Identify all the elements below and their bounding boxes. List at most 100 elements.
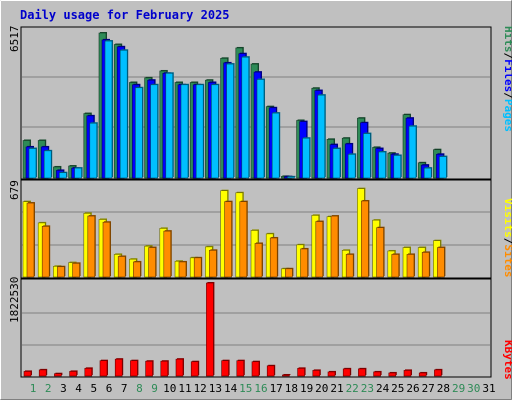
- day-label-20: 20: [315, 382, 328, 395]
- day-label-13: 13: [209, 382, 222, 395]
- traffic-bar-pages-day-2: [43, 150, 52, 179]
- kbytes-bar-kbytes-day-25: [388, 372, 397, 377]
- visitors-bar-sites-day-28: [437, 247, 445, 278]
- visitors-bar-sites-day-6: [102, 221, 111, 278]
- traffic-legend: Hits/Files/Pages: [502, 26, 512, 132]
- chart-title: Daily usage for February 2025: [20, 8, 230, 22]
- kbytes-bar-kbytes-day-22: [342, 368, 351, 377]
- visitors-bar-sites-day-15: [239, 201, 248, 278]
- visitors-bar-sites-day-26: [406, 254, 415, 278]
- legend-sep-2: /: [502, 92, 512, 99]
- kbytes-bar-kbytes-day-17: [266, 365, 275, 377]
- legend-files: Files: [502, 59, 512, 92]
- kbytes-bar-kbytes-day-10: [160, 360, 169, 377]
- traffic-bar-pages-day-27: [423, 167, 432, 179]
- day-label-16: 16: [254, 382, 267, 395]
- day-label-27: 27: [422, 382, 435, 395]
- kbytes-bar-kbytes-day-5: [84, 368, 93, 377]
- kbytes-bar-kbytes-day-2: [38, 369, 47, 377]
- kbytes-bar-kbytes-day-20: [312, 370, 321, 377]
- kbytes-bar-kbytes-day-7: [114, 358, 123, 377]
- kbytes-max-label: 1822530: [8, 277, 21, 323]
- svg-text:KBytes: KBytes: [502, 340, 512, 380]
- day-label-7: 7: [121, 382, 128, 395]
- day-label-15: 15: [239, 382, 252, 395]
- traffic-bar-pages-day-23: [363, 133, 371, 179]
- kbytes-bar-kbytes-day-3: [54, 373, 62, 377]
- day-label-29: 29: [452, 382, 465, 395]
- day-label-19: 19: [300, 382, 313, 395]
- visitors-bar-sites-day-7: [117, 256, 126, 278]
- kbytes-bar-kbytes-day-18: [282, 374, 290, 377]
- day-label-31: 31: [482, 382, 495, 395]
- visitors-max-label: 679: [8, 180, 21, 200]
- traffic-bar-pages-day-10: [165, 72, 174, 179]
- visitors-bar-sites-day-2: [41, 226, 50, 278]
- traffic-bar-pages-day-4: [74, 167, 82, 179]
- day-label-12: 12: [194, 382, 207, 395]
- kbytes-bar-kbytes-day-14: [221, 360, 229, 377]
- traffic-bar-pages-day-12: [195, 84, 204, 179]
- legend-pages: Pages: [502, 99, 512, 132]
- day-label-23: 23: [361, 382, 374, 395]
- traffic-bar-pages-day-6: [104, 40, 113, 179]
- kbytes-bar-kbytes-day-11: [175, 358, 184, 377]
- visitors-bar-sites-day-1: [26, 202, 35, 278]
- day-label-26: 26: [406, 382, 419, 395]
- day-label-25: 25: [391, 382, 404, 395]
- svg-text:Visits/Sites: Visits/Sites: [502, 198, 512, 278]
- kbytes-legend: KBytes: [502, 340, 512, 380]
- visitors-legend: Visits/Sites: [502, 198, 512, 278]
- traffic-bar-pages-day-25: [393, 155, 402, 179]
- visitors-bar-sites-day-27: [421, 252, 430, 278]
- traffic-bar-pages-day-20: [317, 94, 326, 179]
- day-label-10: 10: [163, 382, 176, 395]
- traffic-bar-pages-day-7: [119, 49, 128, 179]
- kbytes-bar-kbytes-day-16: [251, 361, 260, 377]
- visitors-bar-sites-day-22: [345, 254, 354, 278]
- legend-sep-1: /: [502, 53, 512, 60]
- kbytes-bar-kbytes-day-8: [130, 360, 138, 377]
- day-label-11: 11: [178, 382, 191, 395]
- visitors-bar-sites-day-5: [87, 215, 96, 278]
- kbytes-bar-kbytes-day-9: [145, 360, 153, 377]
- kbytes-bar-kbytes-day-23: [358, 368, 366, 377]
- visitors-bar-sites-day-19: [300, 248, 308, 278]
- visitors-bar-sites-day-18: [285, 268, 293, 278]
- legend-sep-3: /: [502, 238, 512, 245]
- visitors-bar-sites-day-3: [57, 266, 65, 278]
- day-label-21: 21: [330, 382, 343, 395]
- day-label-17: 17: [270, 382, 283, 395]
- kbytes-bar-kbytes-day-19: [297, 368, 305, 377]
- traffic-bar-pages-day-18: [287, 176, 295, 179]
- kbytes-bar-kbytes-day-21: [327, 371, 336, 377]
- traffic-bar-pages-day-19: [302, 137, 310, 179]
- kbytes-bar-kbytes-day-15: [236, 360, 245, 377]
- kbytes-bar-kbytes-day-26: [403, 370, 412, 377]
- traffic-bar-pages-day-28: [439, 156, 447, 179]
- legend-sites: Sites: [502, 244, 512, 277]
- legend-hits: Hits: [502, 26, 512, 53]
- kbytes-bar-kbytes-day-27: [418, 372, 427, 377]
- traffic-max-label: 6517: [8, 26, 21, 53]
- kbytes-bar-kbytes-day-4: [69, 371, 77, 377]
- svg-text:Hits/Files/Pages: Hits/Files/Pages: [502, 26, 512, 132]
- day-label-30: 30: [467, 382, 480, 395]
- traffic-bar-pages-day-26: [408, 125, 417, 179]
- kbytes-bar-kbytes-day-18-shadow: [283, 373, 291, 375]
- traffic-bar-pages-day-11: [180, 84, 189, 179]
- visitors-bar-sites-day-10: [163, 230, 172, 278]
- day-label-22: 22: [346, 382, 359, 395]
- visitors-bar-sites-day-9: [148, 247, 156, 278]
- visitors-bar-sites-day-4: [72, 263, 80, 278]
- traffic-bars: [22, 31, 448, 179]
- day-label-8: 8: [136, 382, 143, 395]
- kbytes-bar-kbytes-day-6: [99, 360, 108, 377]
- day-label-2: 2: [45, 382, 52, 395]
- day-label-3: 3: [60, 382, 67, 395]
- kbytes-gridlines: [22, 312, 490, 346]
- visitors-bar-sites-day-13: [209, 249, 217, 278]
- day-label-24: 24: [376, 382, 390, 395]
- day-label-1: 1: [30, 382, 37, 395]
